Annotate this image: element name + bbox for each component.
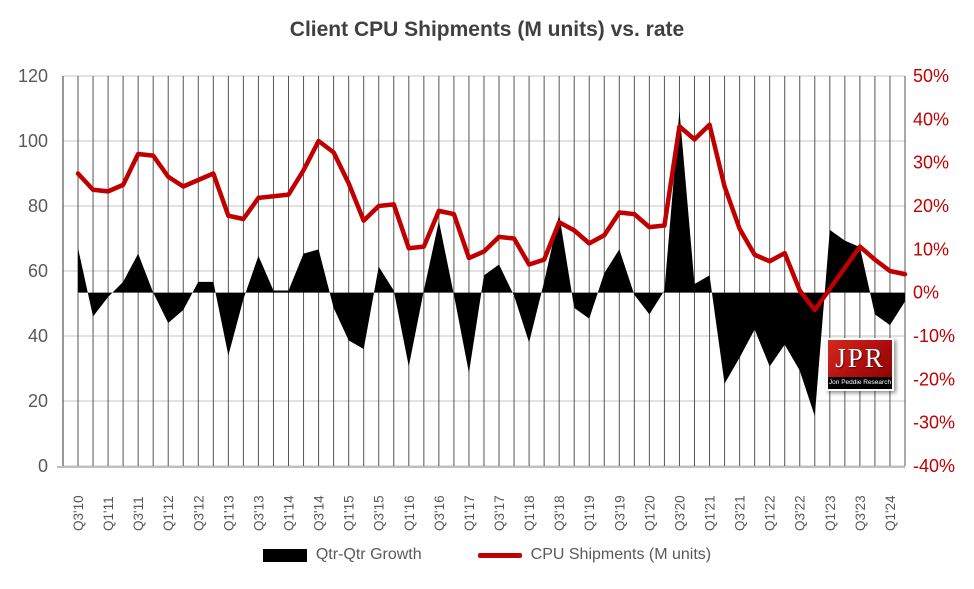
left-axis-tick-labels: 0 20 40 60 80 100 120: [18, 66, 48, 476]
chart-title: Client CPU Shipments (M units) vs. rate: [289, 18, 685, 41]
x-tick-label: Q1'23: [823, 495, 838, 531]
left-tick-label: 60: [28, 261, 48, 281]
x-tick-label: Q3'18: [552, 495, 567, 531]
shipments-line-path: [75, 122, 908, 313]
right-tick-label: 0%: [913, 283, 939, 303]
right-tick-label: 20%: [913, 196, 949, 216]
x-tick-label: Q1'22: [763, 495, 778, 531]
right-tick-label: -30%: [913, 413, 955, 433]
x-tick-label: Q3'10: [71, 495, 86, 531]
shipments-line-series: [75, 122, 908, 313]
right-tick-label: 30%: [913, 153, 949, 173]
x-tick-label: Q3'16: [432, 495, 447, 531]
jpr-logo-black-band: Jon Peddie Research: [828, 377, 892, 389]
x-tick-label: Q1'15: [342, 495, 357, 531]
x-tick-label: Q3'12: [191, 495, 206, 531]
right-tick-label: -40%: [913, 456, 955, 476]
left-tick-label: 120: [18, 66, 48, 86]
x-tick-label: Q1'12: [161, 495, 176, 531]
left-tick-label: 20: [28, 391, 48, 411]
right-tick-label: 50%: [913, 66, 949, 86]
right-tick-label: 10%: [913, 239, 949, 259]
right-axis-tick-labels: -40% -30% -20% -10% 0% 10% 20% 30% 40% 50%: [913, 66, 955, 476]
x-tick-label: Q3'14: [312, 495, 327, 531]
x-axis-tick-labels: Q3'10 Q1'11 Q3'11 Q1'12 Q3'12 Q1'13 Q3'13 Q1'14…: [71, 495, 898, 531]
x-tick-label: Q1'20: [642, 495, 657, 531]
right-tick-label: 40%: [913, 109, 949, 129]
x-tick-label: Q3'19: [612, 495, 627, 531]
x-tick-label: Q1'13: [221, 495, 236, 531]
right-tick-label: -20%: [913, 369, 955, 389]
left-tick-label: 40: [28, 326, 48, 346]
x-tick-label: Q3'13: [251, 495, 266, 531]
x-tick-label: Q3'20: [672, 495, 687, 531]
growth-area-swatch-icon: [262, 548, 307, 562]
shipments-line-swatch-icon: [477, 552, 522, 558]
growth-area-series: [78, 110, 905, 417]
x-tick-label: Q1'18: [522, 495, 537, 531]
growth-area-path: [78, 110, 905, 417]
legend-label-growth: Qtr-Qtr Growth: [315, 546, 422, 563]
chart-legend: Qtr-Qtr Growth CPU Shipments (M units): [0, 546, 974, 564]
x-tick-label: Q3'23: [853, 495, 868, 531]
x-tick-label: Q1'16: [402, 495, 417, 531]
x-tick-label: Q1'17: [462, 495, 477, 531]
legend-item-shipments: CPU Shipments (M units): [477, 546, 712, 564]
jpr-logo-subtext: Jon Peddie Research: [828, 378, 892, 386]
jpr-logo-red-box: JPR: [828, 340, 892, 377]
x-tick-label: Q3'21: [733, 495, 748, 531]
x-tick-label: Q3'15: [372, 495, 387, 531]
x-tick-label: Q1'14: [282, 495, 297, 531]
legend-label-shipments: CPU Shipments (M units): [530, 546, 712, 563]
left-tick-label: 80: [28, 196, 48, 216]
x-tick-label: Q1'19: [582, 495, 597, 531]
x-tick-label: Q1'21: [703, 495, 718, 531]
x-tick-label: Q3'11: [131, 496, 146, 531]
jpr-logo-text: JPR: [835, 343, 885, 373]
x-tick-label: Q3'22: [793, 495, 808, 531]
right-tick-label: -10%: [913, 326, 955, 346]
x-tick-label: Q1'24: [883, 495, 898, 531]
x-tick-label: Q1'11: [101, 496, 116, 531]
x-tick-label: Q3'17: [492, 495, 507, 531]
left-tick-label: 0: [38, 456, 48, 476]
jpr-logo: JPR Jon Peddie Research: [826, 338, 894, 391]
legend-item-growth: Qtr-Qtr Growth: [262, 546, 422, 564]
left-tick-label: 100: [18, 131, 48, 151]
